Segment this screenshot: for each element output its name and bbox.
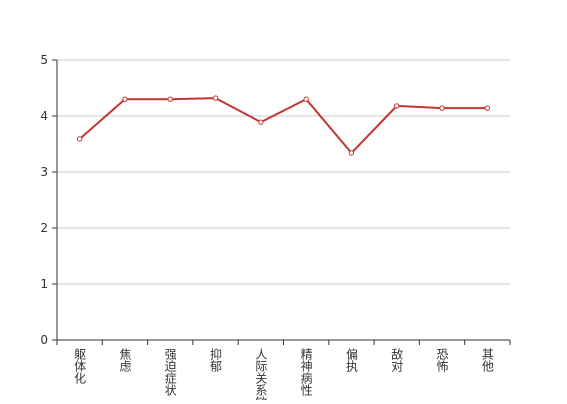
x-tick-label: 强迫症状 [163,348,177,396]
x-tick-label: 其他 [480,348,494,372]
point [484,105,491,111]
point [76,136,83,142]
point [303,96,309,102]
point [122,96,128,102]
y-tick-label: 4 [40,109,48,123]
y-tick-label: 2 [40,221,48,235]
point [439,105,445,111]
x-tick-label: 人际关系敏感 [254,348,268,400]
x-tick-label: 精神病性 [299,348,313,397]
line [78,97,488,155]
y-tick-label: 0 [40,333,48,347]
y-tick-label: 1 [40,277,48,291]
x-tick-label: 抑郁 [209,347,223,373]
point [348,150,355,156]
x-tick-label: 焦虑 [118,348,132,372]
x-tick-label: 敌对 [390,347,404,372]
point [258,119,264,125]
y-tick-label: 3 [40,165,48,179]
y-tick-label: 5 [40,53,48,67]
x-tick-label: 恐怖 [435,348,449,372]
point [394,103,400,109]
point [212,95,219,101]
point [167,96,173,102]
x-tick-label: 躯体化 [73,347,87,385]
x-tick-label: 偏执 [344,347,358,373]
